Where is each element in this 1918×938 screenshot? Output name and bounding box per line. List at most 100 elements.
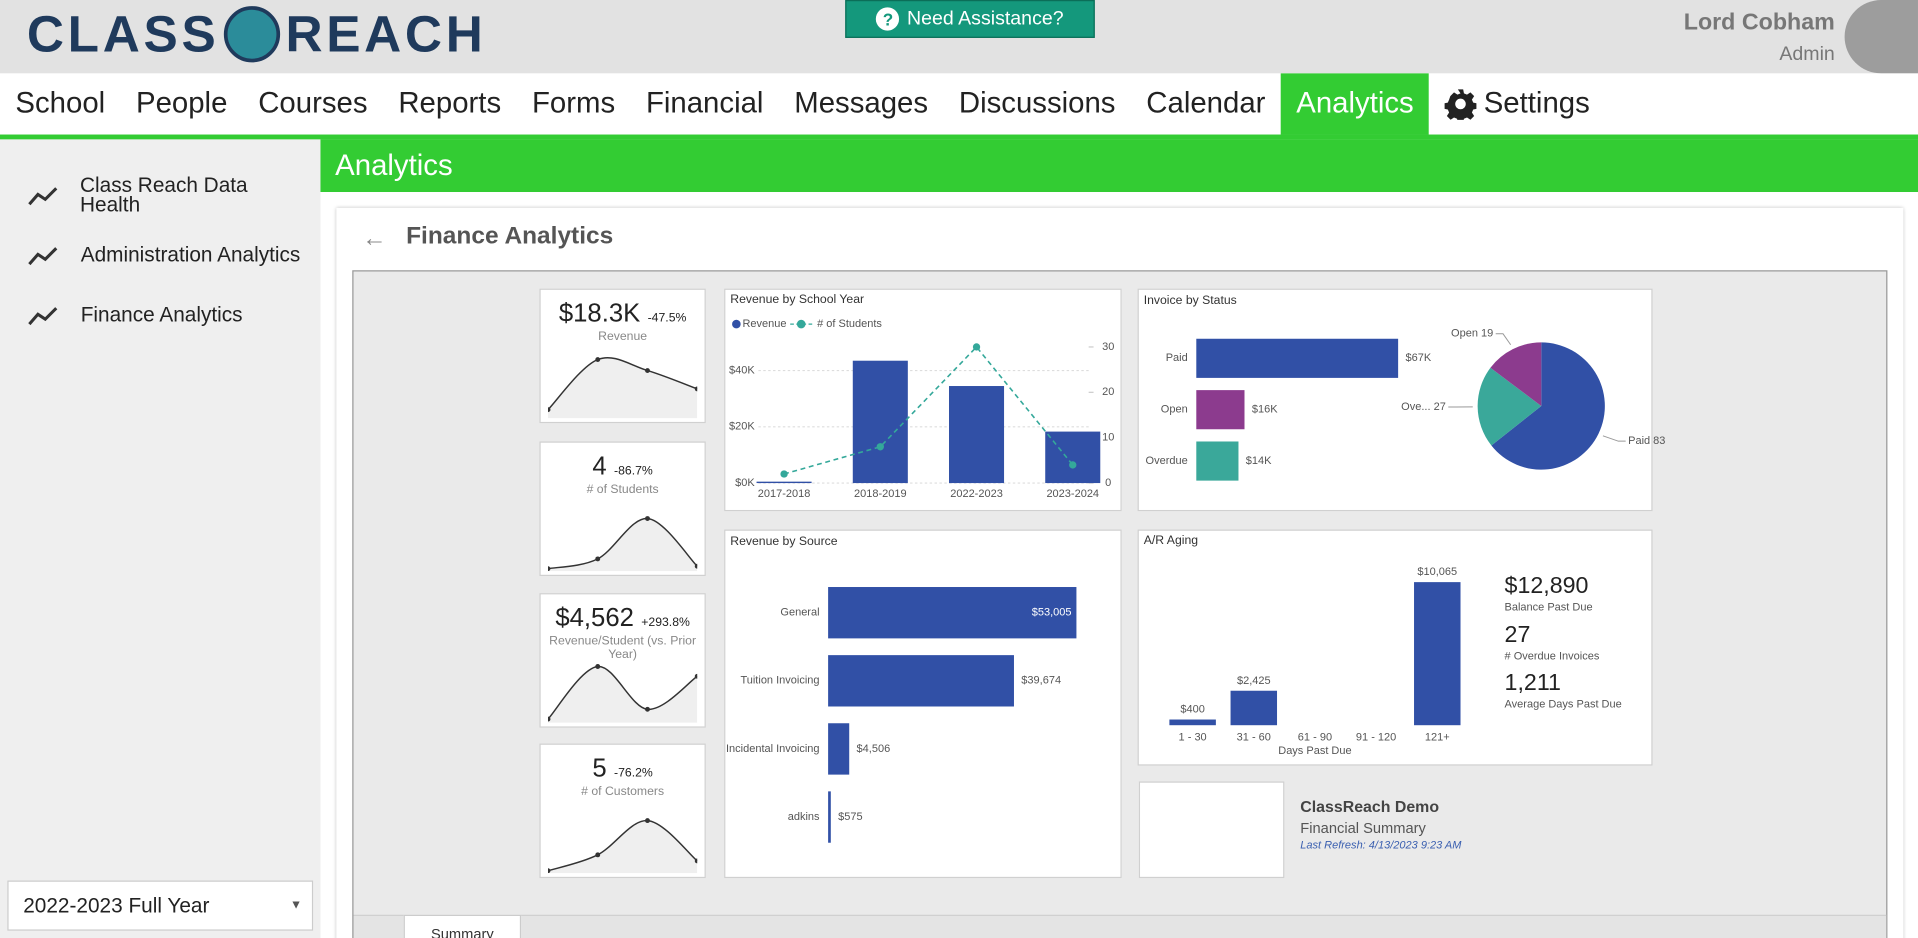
sparkline-point <box>547 407 551 413</box>
nav-item[interactable]: Reports <box>383 73 517 134</box>
kpi-card: 5 -76.2% # of Customers <box>539 743 706 879</box>
logo-right: REACH <box>285 4 487 63</box>
nav-label: Analytics <box>1296 86 1414 120</box>
side-label: Finance Analytics <box>80 303 243 327</box>
kpi-label: # of Customers <box>581 785 665 799</box>
side-label: Administration Analytics <box>80 243 301 267</box>
info-refresh: Last Refresh: 4/13/2023 9:23 AM <box>1300 838 1462 852</box>
nav-item[interactable]: Financial <box>631 73 779 134</box>
kpi-card: 4 -86.7% # of Students <box>539 441 706 577</box>
help-button[interactable]: ? Need Assistance? <box>845 0 1095 38</box>
nav-label: Settings <box>1483 86 1590 120</box>
sidebar: Class Reach Data Health Administration An… <box>0 139 321 938</box>
user[interactable]: Lord Cobham Admin <box>1684 10 1835 66</box>
kpi-value: 4 -86.7% <box>541 452 705 481</box>
sparkline-point <box>645 516 650 521</box>
trend-line <box>28 307 58 326</box>
banner: Analytics <box>320 139 1918 193</box>
nav: School People Courses Reports Forms Financial… <box>0 73 1918 135</box>
kpi-change: -47.5% <box>647 311 687 326</box>
sparkline-point <box>595 852 601 858</box>
panel-title: Finance Analytics <box>406 222 614 250</box>
sparkline-point <box>547 868 551 874</box>
back-button[interactable]: ← <box>362 225 387 252</box>
trend-icon <box>28 307 58 326</box>
chart-card <box>1137 529 1653 766</box>
info-subtitle: Financial Summary <box>1300 819 1426 837</box>
kpi-card: $4,562 +293.8% Revenue/Student (vs. Prior … <box>539 593 706 728</box>
kpi-label: # of Students <box>586 483 659 497</box>
kpi-card: $18.3K -47.5% Revenue <box>539 288 706 424</box>
kpi-label: Revenue <box>598 330 648 344</box>
nav-underline <box>0 134 1918 140</box>
kpi-value: 5 -76.2% <box>541 755 705 784</box>
kpi-label: Revenue/Student (vs. Prior Year) <box>549 634 697 662</box>
sparkline <box>547 664 698 723</box>
sparkline-point <box>595 357 601 362</box>
kpi-number: $4,562 <box>555 604 634 633</box>
sparkline-area <box>547 518 698 572</box>
logo[interactable]: CLASS REACH <box>27 5 487 64</box>
trend-line <box>28 187 58 206</box>
banner-title: Analytics <box>335 148 453 182</box>
side-label: Class Reach Data Health <box>80 173 248 217</box>
side-item[interactable]: Finance Analytics <box>27 305 308 327</box>
nav-label: People <box>135 86 228 120</box>
chart-card <box>724 529 1122 879</box>
side-item[interactable]: Administration Analytics <box>27 245 308 267</box>
nav-item[interactable]: Forms <box>517 73 631 134</box>
nav-item[interactable]: Messages <box>779 73 944 134</box>
sparkline-point <box>595 664 601 669</box>
logo-left: CLASS <box>26 4 220 63</box>
nav-label: Forms <box>531 86 616 120</box>
sparkline-point <box>694 563 698 569</box>
side-item[interactable]: Class Reach Data Health <box>27 173 308 217</box>
sparkline <box>547 818 698 874</box>
logo-mark <box>224 6 281 63</box>
sparkline-point <box>645 368 650 373</box>
info: ClassReach Demo Financial Summary Last R… <box>1300 797 1461 851</box>
sparkline-line <box>547 665 698 720</box>
gear-icon <box>1444 89 1477 120</box>
sparkline-point <box>694 673 698 679</box>
kpi-change: +293.8% <box>641 616 690 630</box>
sparkline <box>547 357 698 419</box>
nav-item[interactable]: Discussions <box>943 73 1130 134</box>
nav-label: Reports <box>398 86 502 120</box>
nav-item[interactable]: People <box>121 73 243 134</box>
sparkline-point <box>694 386 698 392</box>
sparkline-point <box>645 818 650 824</box>
sparkline <box>547 516 698 572</box>
nav-label: Courses <box>258 86 368 120</box>
period-select[interactable]: 2022-2023 Full Year ▼ <box>7 880 314 931</box>
nav-label: Calendar <box>1146 86 1266 120</box>
nav-label: Discussions <box>958 86 1116 120</box>
trend-icon <box>28 187 58 206</box>
nav-label: Messages <box>794 86 929 120</box>
nav-item[interactable]: Calendar <box>1131 73 1281 134</box>
sparkline-point <box>547 566 551 572</box>
kpi-change: -86.7% <box>614 464 653 479</box>
sparkline-line <box>547 517 698 570</box>
info-title: ClassReach Demo <box>1300 797 1440 816</box>
sparkline-point <box>645 706 650 712</box>
info-card <box>1138 781 1285 879</box>
sparkline-area <box>547 666 698 723</box>
nav-item[interactable]: Settings <box>1429 73 1605 134</box>
nav-item[interactable]: School <box>0 73 121 134</box>
trend-icon <box>28 247 58 266</box>
sparkline-point <box>547 716 551 722</box>
nav-item[interactable]: Courses <box>243 73 383 134</box>
chart-card <box>724 288 1122 512</box>
user-role: Admin <box>1779 44 1835 65</box>
tab[interactable]: Summary <box>403 914 522 938</box>
kpi-value: $18.3K -47.5% <box>541 300 705 329</box>
help-icon: ? <box>876 7 900 31</box>
nav-item[interactable]: Analytics <box>1280 73 1430 135</box>
trend-line <box>28 247 58 266</box>
gear-shape <box>1444 89 1477 120</box>
sparkline-area <box>547 820 698 874</box>
avatar[interactable] <box>1844 0 1918 74</box>
caret: ▼ <box>290 898 303 913</box>
